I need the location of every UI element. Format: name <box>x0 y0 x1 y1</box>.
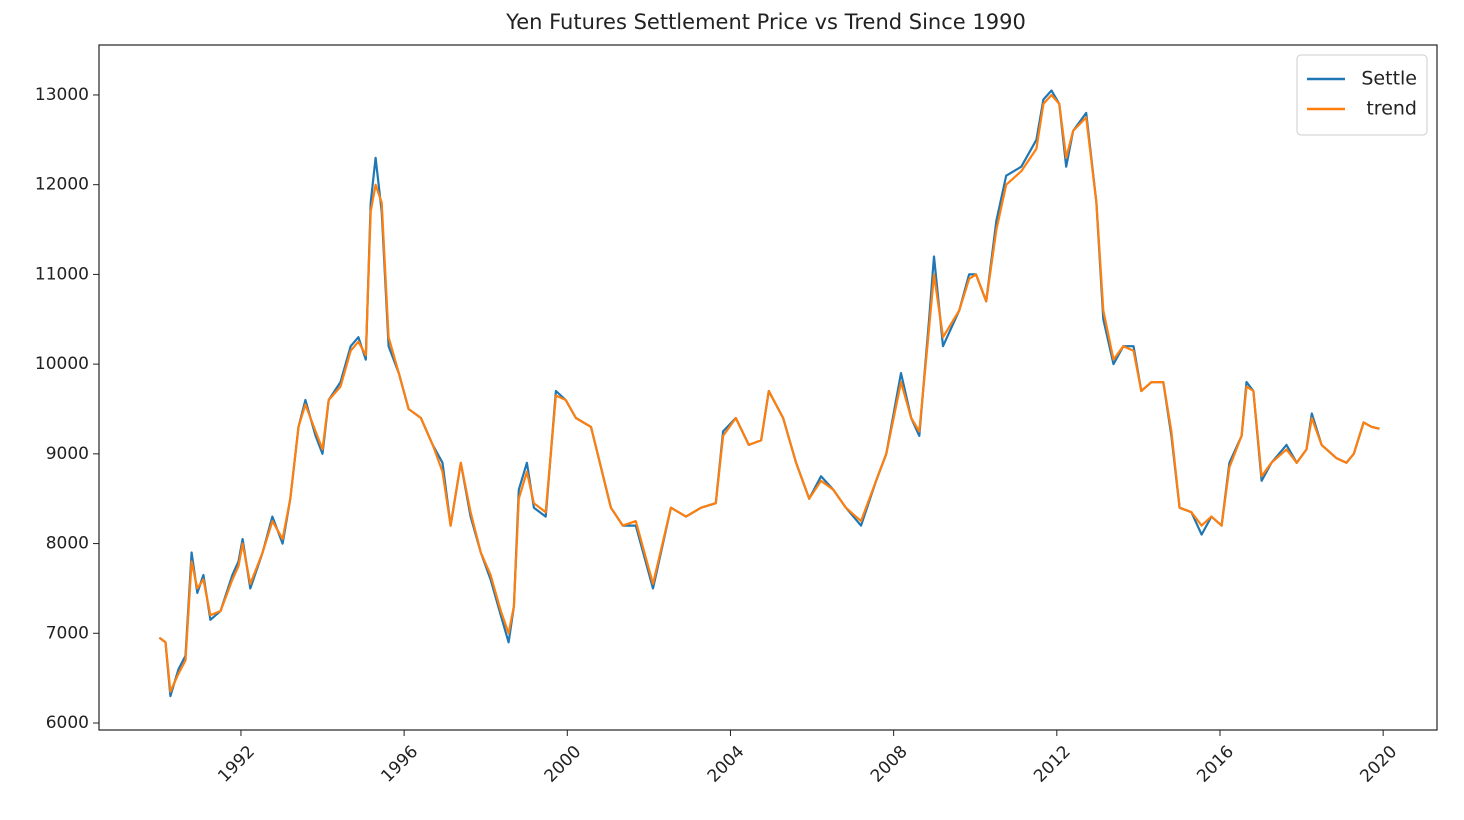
x-tick-label: 2000 <box>541 742 586 787</box>
x-tick-label: 2020 <box>1356 742 1401 787</box>
x-tick-label: 2004 <box>704 742 749 787</box>
legend-label: trend <box>1366 98 1417 120</box>
y-tick-label: 8000 <box>46 534 89 554</box>
series-line <box>158 93 1380 693</box>
y-tick-label: 9000 <box>46 444 89 464</box>
plot-area <box>158 89 1380 698</box>
chart-title: Yen Futures Settlement Price vs Trend Si… <box>505 10 1026 34</box>
legend-label: Settle <box>1361 68 1417 90</box>
y-tick-label: 10000 <box>35 354 89 374</box>
x-tick-label: 1996 <box>377 742 422 787</box>
y-tick-label: 7000 <box>46 623 89 643</box>
plot-frame <box>98 44 1438 731</box>
legend-box <box>1296 54 1428 136</box>
y-tick-label: 6000 <box>46 713 89 733</box>
y-tick-label: 11000 <box>35 264 89 284</box>
x-tick-label: 2016 <box>1193 742 1238 787</box>
y-tick-label: 13000 <box>35 85 89 105</box>
x-tick-label: 1992 <box>214 742 259 787</box>
y-tick-label: 12000 <box>35 175 89 195</box>
x-tick-label: 2012 <box>1030 742 1075 787</box>
x-tick-label: 2008 <box>867 742 912 787</box>
